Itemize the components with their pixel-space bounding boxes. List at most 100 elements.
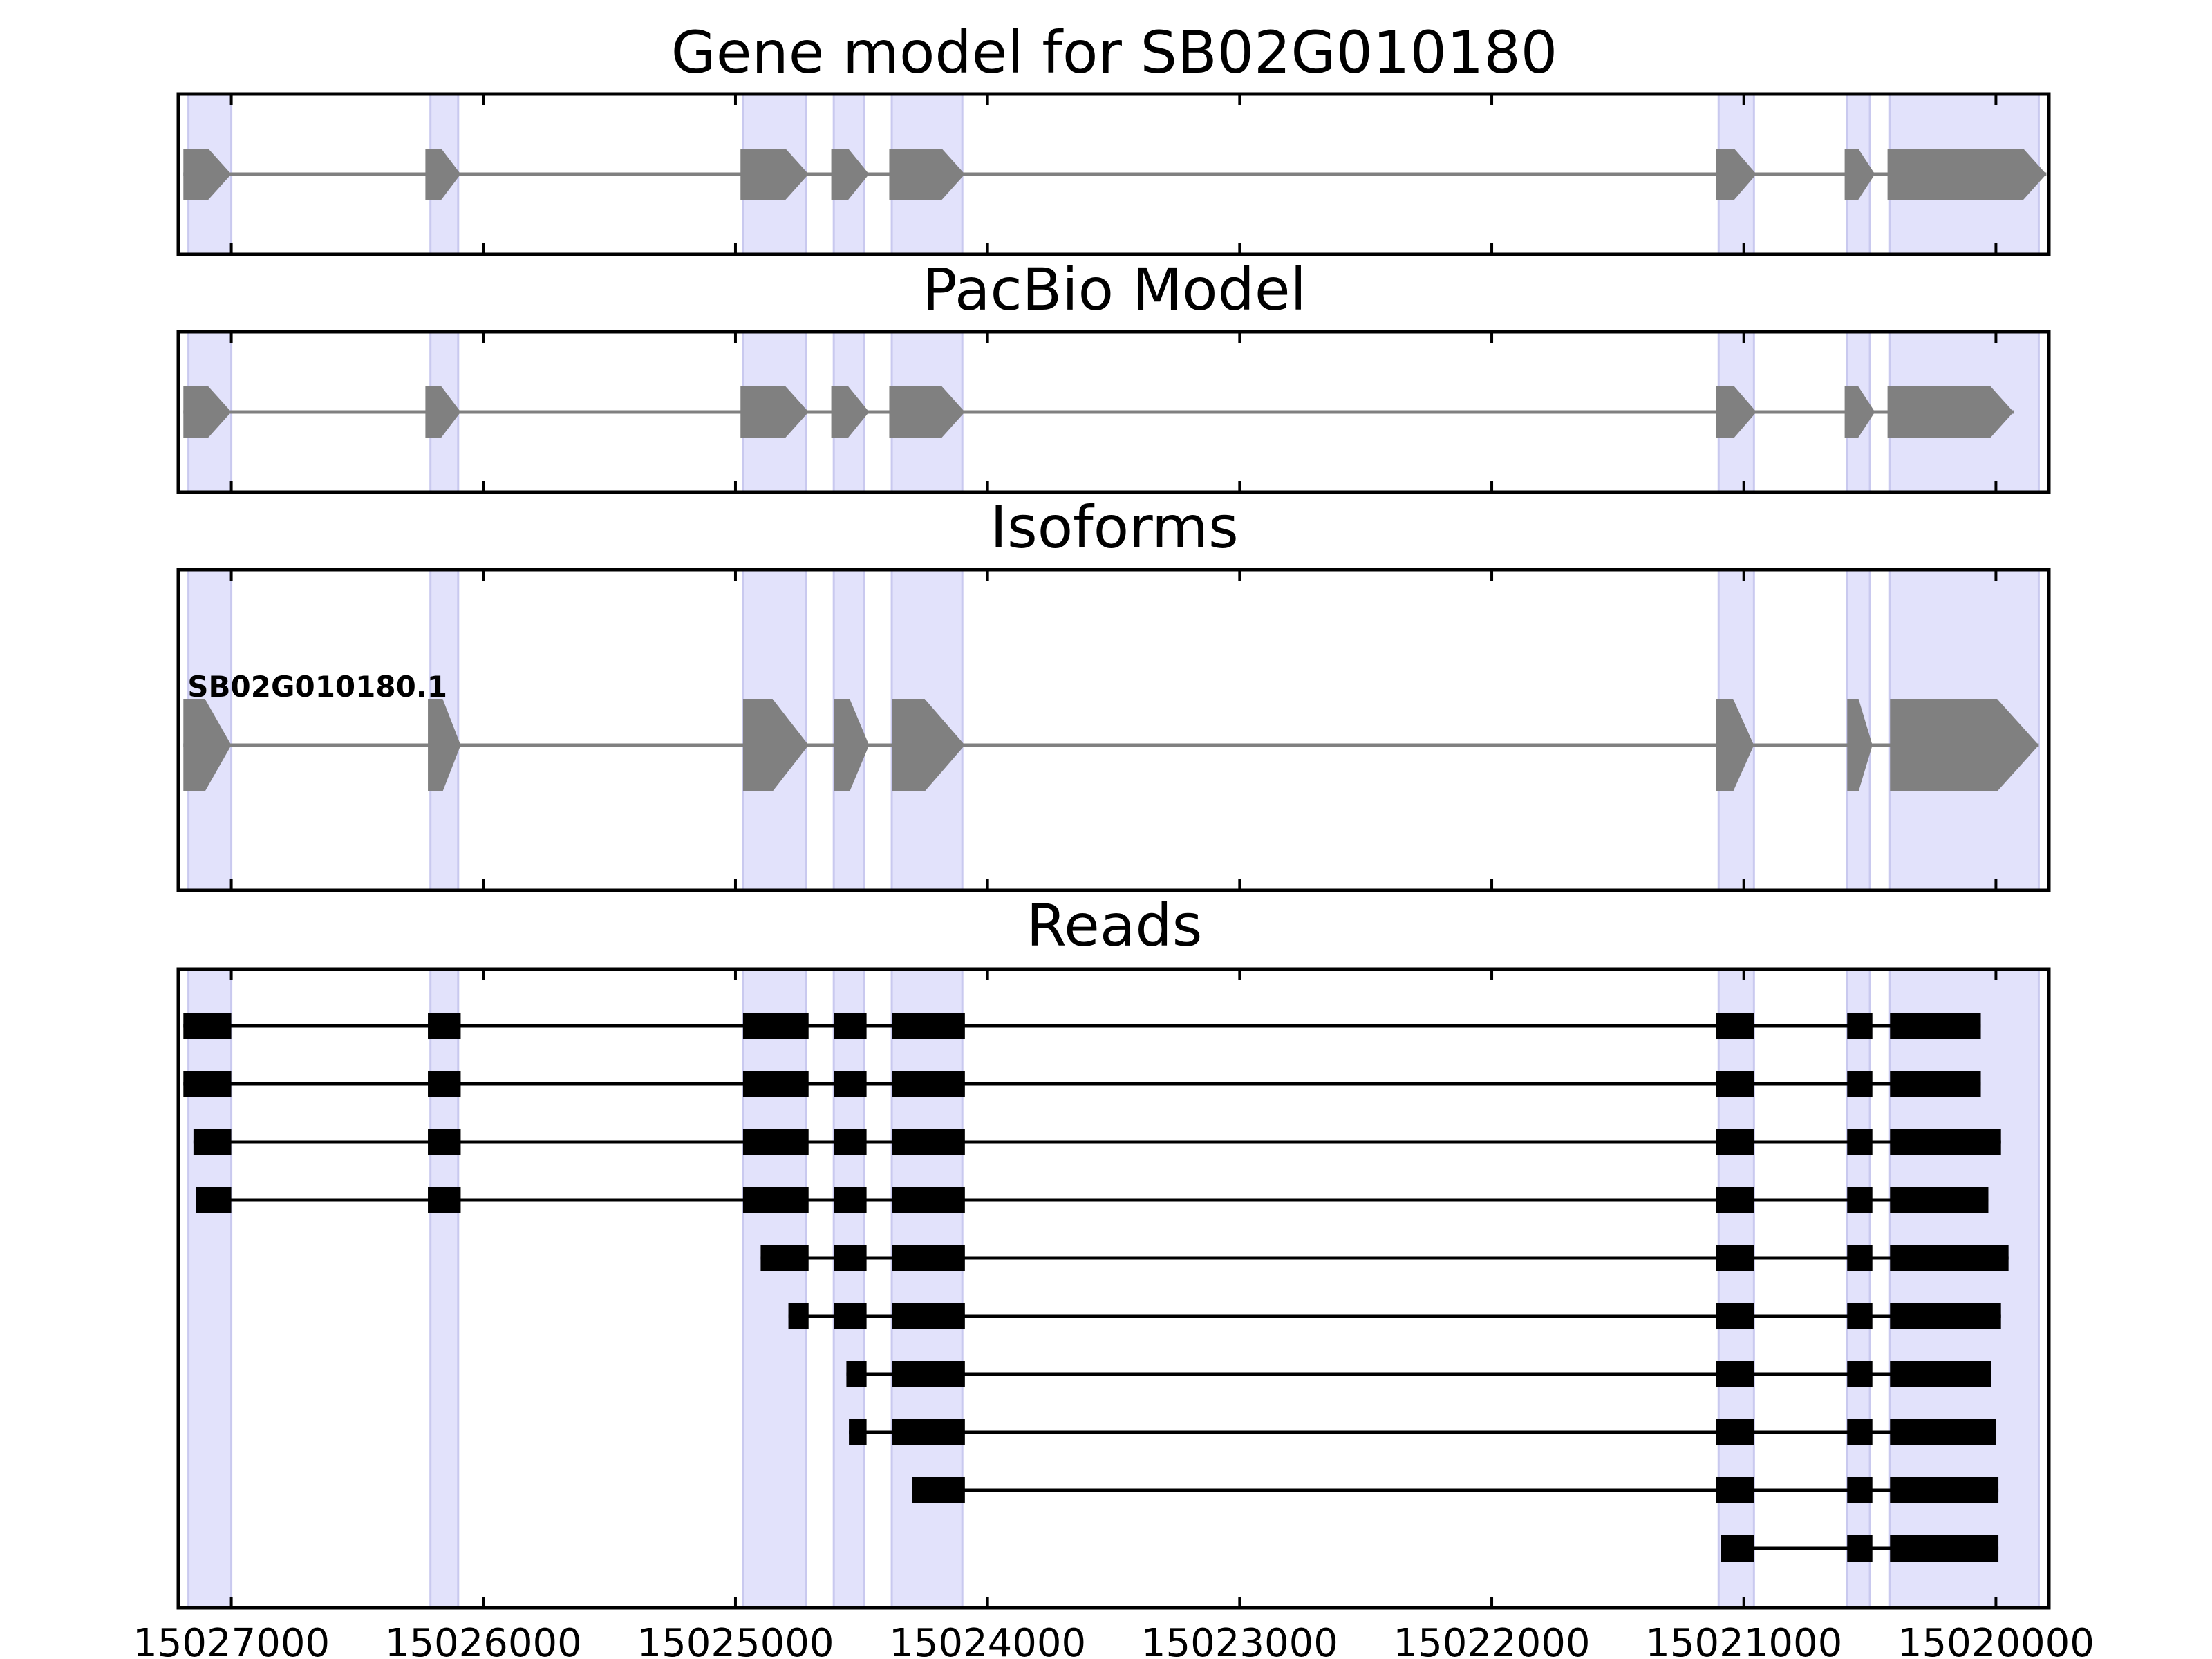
exon-band [832,968,865,1609]
read-track [912,1477,1999,1503]
exon-arrow [889,386,965,438]
isoform-label: SB02G010180.1 [187,670,447,704]
exon-arrow [183,699,232,791]
panel-isoforms: Isoforms SB02G010180.1 [176,494,2051,892]
exon-arrow [1716,699,1754,791]
x-tick-label: 15022000 [1394,1621,1591,1659]
exon-arrow [740,386,809,438]
read-track [183,1013,1981,1039]
read-track [1721,1535,1999,1562]
read-exon-block [892,1071,965,1097]
read-exon-block [834,1013,867,1039]
ticks-reads [229,969,1998,1608]
read-exon-block [834,1245,867,1271]
exon-band [429,968,460,1609]
panel-frame-gene-model [176,92,2051,256]
panel-frame-reads [176,967,2051,1610]
read-exon-block [1847,1129,1873,1155]
tracks-gene-model [183,149,2047,200]
read-exon-block [892,1303,965,1329]
x-tick-label: 15027000 [133,1621,330,1659]
exon-arrow [428,699,461,791]
exon-arrow [425,149,461,200]
exon-arrow [742,699,809,791]
x-tick-label: 15026000 [385,1621,582,1659]
exon-band [187,968,233,1609]
read-exon-block [1890,1013,1981,1039]
read-exon-block [834,1303,867,1329]
exon-arrow [1887,386,2014,438]
read-exon-block [1716,1477,1754,1503]
read-exon-block [1716,1245,1754,1271]
exon-band [742,968,807,1609]
read-exon-block [196,1187,232,1213]
read-exon-block [788,1303,809,1329]
read-exon-block [892,1129,965,1155]
read-exon-block [742,1129,809,1155]
read-exon-block [193,1129,232,1155]
read-exon-block [1847,1187,1873,1213]
read-exon-block [428,1013,461,1039]
read-exon-block [834,1187,867,1213]
exon-arrow [1890,699,2039,791]
ticks-gene-model [229,94,1998,254]
read-exon-block [428,1187,461,1213]
read-track [849,1419,1996,1445]
exon-arrow [1716,149,1756,200]
read-exon-block [1716,1187,1754,1213]
read-exon-block [1847,1245,1873,1271]
exon-arrow [831,386,870,438]
read-exon-block [846,1361,867,1387]
read-track [183,1071,1981,1097]
read-exon-block [892,1187,965,1213]
exon-arrow [1844,149,1875,200]
read-exon-block [892,1419,965,1445]
read-exon-block [892,1361,965,1387]
read-exon-block [760,1245,809,1271]
read-exon-block [849,1419,867,1445]
exon-arrow [831,149,870,200]
read-exon-block [892,1245,965,1271]
gene-track [183,149,2047,200]
panel-title-isoforms: Isoforms [990,494,1239,561]
panel-title-pacbio-model: PacBio Model [922,256,1306,324]
read-exon-block [1716,1419,1754,1445]
exon-arrow [1847,699,1873,791]
ticks-pacbio-model [229,332,1998,492]
read-track [846,1361,1991,1387]
read-exon-block [834,1129,867,1155]
read-exon-block [912,1477,965,1503]
exon-arrow [1716,386,1756,438]
read-exon-block [1847,1071,1873,1097]
read-exon-block [1890,1361,1991,1387]
read-exon-block [742,1013,809,1039]
read-exon-block [1847,1361,1873,1387]
read-exon-block [1847,1477,1873,1503]
read-exon-block [183,1071,232,1097]
panel-frame-pacbio-model [176,330,2051,494]
x-tick-label: 15025000 [637,1621,834,1659]
read-exon-block [1716,1129,1754,1155]
read-exon-block [1890,1477,1999,1503]
exon-band [1717,968,1755,1609]
exon-band [1846,968,1871,1609]
read-exon-block [1847,1013,1873,1039]
read-exon-block [742,1071,809,1097]
read-exon-block [1716,1013,1754,1039]
exon-arrow [183,149,232,200]
read-track [788,1303,2001,1329]
read-exon-block [1847,1535,1873,1562]
x-axis-tick-labels: 15027000 15026000 15025000 15024000 15023000… [133,1621,2094,1659]
read-exon-block [428,1071,461,1097]
tracks-isoforms: SB02G010180.1 [183,670,2039,791]
read-exon-block [892,1013,965,1039]
gene-track [183,386,2014,438]
read-exon-block [1716,1303,1754,1329]
panel-reads: Reads [176,892,2051,1610]
read-exon-block [1890,1535,1999,1562]
read-exon-block [1716,1361,1754,1387]
gene-track: SB02G010180.1 [183,670,2039,791]
exon-arrow [1887,149,2047,200]
read-exon-block [1890,1129,2001,1155]
